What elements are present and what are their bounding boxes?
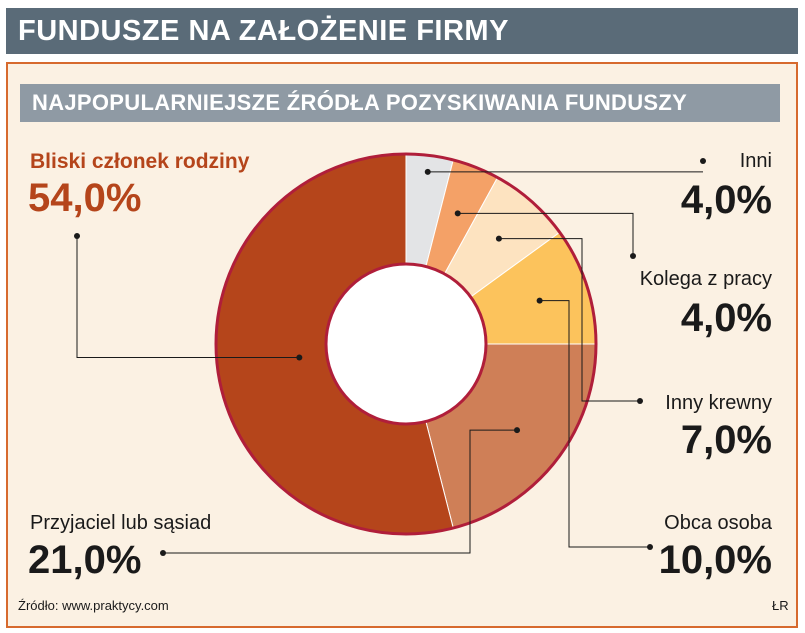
leader-dot-kolega bbox=[454, 210, 461, 217]
leader-dot-kolega bbox=[630, 253, 636, 259]
leader-dot-obca bbox=[536, 297, 543, 304]
donut-hole bbox=[324, 262, 488, 426]
slice-value-obca: 10,0% bbox=[658, 538, 772, 582]
leader-dot-obca bbox=[647, 544, 653, 550]
slice-label-kolega: Kolega z pracy bbox=[639, 268, 772, 290]
leader-dot-bliski bbox=[74, 233, 80, 239]
leader-dot-przyjaciel bbox=[160, 550, 166, 556]
donut-outer-ring bbox=[214, 152, 598, 536]
leader-line-inny-krewny bbox=[498, 238, 640, 402]
slice-label-obca: Obca osoba bbox=[664, 512, 772, 534]
leader-dot-inny-krewny bbox=[637, 398, 643, 404]
author-initials: ŁR bbox=[772, 598, 789, 613]
leader-dot-inny-krewny bbox=[495, 235, 502, 242]
slice-value-kolega: 4,0% bbox=[680, 296, 772, 340]
slice-value-bliski: 54,0% bbox=[28, 176, 142, 220]
leader-line-obca bbox=[539, 300, 650, 548]
leader-dot-inni bbox=[424, 168, 431, 175]
slice-value-inny-krewny: 7,0% bbox=[680, 418, 772, 462]
leader-line-kolega bbox=[457, 212, 634, 256]
chart-title: NAJPOPULARNIEJSZE ŹRÓDŁA POZYSKIWANIA FU… bbox=[20, 84, 780, 122]
leader-dot-inni bbox=[700, 158, 706, 164]
leader-dot-bliski bbox=[296, 354, 303, 361]
slice-label-bliski: Bliski członek rodziny bbox=[30, 150, 250, 173]
main-title: FUNDUSZE NA ZAŁOŻENIE FIRMY bbox=[6, 8, 798, 54]
slice-label-inni: Inni bbox=[739, 150, 772, 172]
leader-dot-przyjaciel bbox=[514, 427, 521, 434]
leader-line-przyjaciel bbox=[163, 429, 518, 554]
leader-line-bliski bbox=[76, 236, 300, 358]
slice-label-przyjaciel: Przyjaciel lub sąsiad bbox=[30, 512, 212, 534]
source-note: Źródło: www.praktycy.com bbox=[18, 598, 169, 613]
slice-label-inny-krewny: Inny krewny bbox=[665, 392, 772, 414]
slice-value-przyjaciel: 21,0% bbox=[28, 538, 142, 582]
slice-value-inni: 4,0% bbox=[680, 178, 772, 222]
